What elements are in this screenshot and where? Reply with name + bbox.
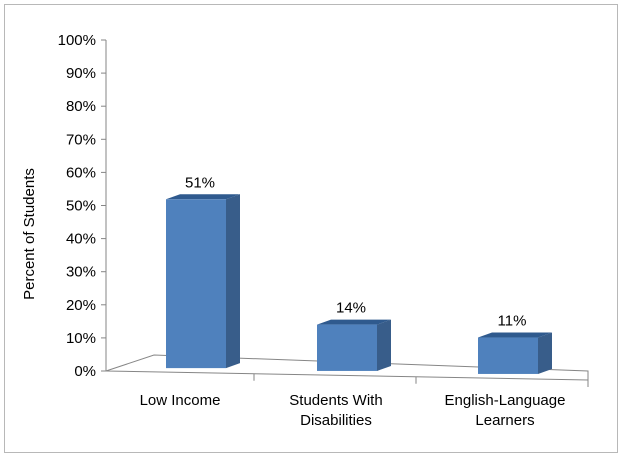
y-tick-label: 100% <box>58 32 96 49</box>
bar-1 <box>166 194 240 369</box>
bar-top-face <box>478 332 552 338</box>
bar-side-face <box>538 332 552 374</box>
labels-layer: 51% 14% 11% Low Income Students With Disabili… <box>140 174 566 429</box>
data-label-2: 14% <box>336 300 366 317</box>
y-tick-label: 30% <box>66 264 96 281</box>
y-tick-label: 20% <box>66 297 96 314</box>
category-label-1: Low Income <box>140 392 221 409</box>
y-tick-label: 50% <box>66 198 96 215</box>
y-tick-label: 40% <box>66 231 96 248</box>
bar-3 <box>478 332 552 374</box>
y-tick-label: 70% <box>66 131 96 148</box>
y-tick-label: 80% <box>66 98 96 115</box>
bars-layer <box>166 194 552 374</box>
category-label-2: Students With Disabilities <box>289 392 382 429</box>
bar-top-face <box>317 319 391 325</box>
y-tick-label: 90% <box>66 65 96 82</box>
y-tick-label: 0% <box>74 363 96 380</box>
bar-side-face <box>377 319 391 371</box>
data-label-1: 51% <box>185 174 215 191</box>
bar-front-face <box>478 337 538 374</box>
category-label-3: English-Language Learners <box>445 392 566 429</box>
y-tick-label: 60% <box>66 164 96 181</box>
bar-top-face <box>166 194 240 200</box>
y-tick-label: 10% <box>66 330 96 347</box>
y-axis-title: Percent of Students <box>21 168 38 300</box>
bar-2 <box>317 319 391 371</box>
bar-side-face <box>226 194 240 369</box>
bar-front-face <box>317 324 377 371</box>
data-label-3: 11% <box>498 313 527 330</box>
bar-front-face <box>166 199 226 369</box>
